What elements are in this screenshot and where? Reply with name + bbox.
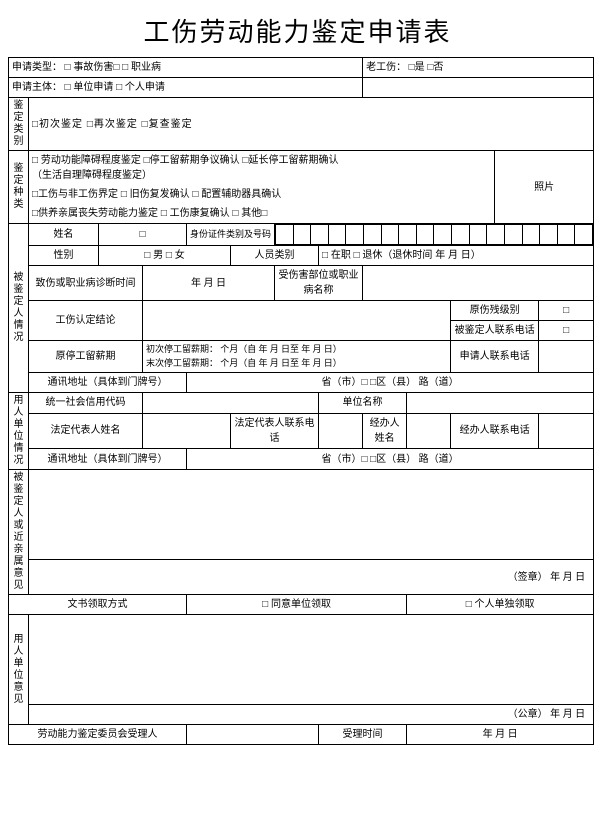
recv-time-field[interactable]: 年 月 日	[407, 725, 594, 745]
person-addr-label: 通讯地址（具体到门牌号）	[29, 373, 187, 393]
id-cell[interactable]	[575, 225, 593, 245]
rep-name-field[interactable]	[143, 413, 231, 449]
type-line3[interactable]: □供养亲属丧失劳动能力鉴定 □ 工伤康复确认 □ 其他□	[29, 204, 495, 224]
id-label: 身份证件类别及号码	[187, 224, 275, 246]
type-line2[interactable]: □工伤与非工伤界定 □ 旧伤复发确认 □ 配置辅助器具确认	[29, 185, 495, 204]
main-table: 申请类型： □ 事故伤害□ □ 职业病 老工伤： □是 □否 申请主体： □ 单…	[8, 57, 594, 745]
recv-time-label: 受理时间	[319, 725, 407, 745]
id-cell[interactable]	[276, 225, 294, 245]
receiver-field[interactable]	[187, 725, 319, 745]
leave-label: 原停工留薪期	[29, 341, 143, 373]
person-opinion-label: 被鉴定人或近亲属意见	[9, 470, 29, 595]
person-cat-options[interactable]: □ 在职 □ 退休（退休时间 年 月 日）	[319, 246, 594, 266]
employer-opinion-label: 用人单位意见	[9, 615, 29, 725]
rep-name-label: 法定代表人姓名	[29, 413, 143, 449]
conclusion-label: 工伤认定结论	[29, 301, 143, 341]
person-cat-label: 人员类别	[231, 246, 319, 266]
agent-tel-label: 经办人联系电话	[451, 413, 539, 449]
injury-dept-label: 受伤害部位或职业病名称	[275, 266, 363, 301]
person-tel-field[interactable]: □	[539, 321, 594, 341]
appraisal-category-label: 鉴定类别	[9, 98, 29, 151]
rep-tel-label: 法定代表人联系电话	[231, 413, 319, 449]
id-cell[interactable]	[522, 225, 540, 245]
appraisal-type-label: 鉴定种类	[9, 151, 29, 224]
person-opinion-field[interactable]	[29, 470, 594, 560]
diag-time-field[interactable]: 年 月 日	[143, 266, 275, 301]
diag-time-label: 致伤或职业病诊断时间	[29, 266, 143, 301]
doc-opt-unit[interactable]: □ 同意单位领取	[187, 595, 407, 615]
employer-section-label: 用人单位情况	[9, 393, 29, 470]
employer-opinion-field[interactable]	[29, 615, 594, 705]
id-cell[interactable]	[469, 225, 487, 245]
injury-dept-field[interactable]	[363, 266, 594, 301]
id-cell[interactable]	[540, 225, 558, 245]
unit-name-label: 单位名称	[319, 393, 407, 414]
doc-way-label: 文书领取方式	[9, 595, 187, 615]
orig-level-field[interactable]: □	[539, 301, 594, 321]
id-cell[interactable]	[364, 225, 382, 245]
type-line1b: （生活自理障碍程度鉴定）	[32, 168, 491, 183]
apply-type-label: 申请类型：	[12, 62, 62, 73]
sex-label: 性别	[29, 246, 99, 266]
id-cell[interactable]	[346, 225, 364, 245]
doc-opt-self[interactable]: □ 个人单独领取	[407, 595, 594, 615]
old-injury-options[interactable]: □是 □否	[409, 62, 444, 73]
person-addr-field[interactable]: 省（市）□ □区（县） 路（道）	[187, 373, 594, 393]
id-cell[interactable]	[416, 225, 434, 245]
id-cell[interactable]	[434, 225, 452, 245]
id-cell[interactable]	[504, 225, 522, 245]
employer-opinion-sig: （公章） 年 月 日	[29, 705, 594, 725]
applicant-tel-field[interactable]	[539, 341, 594, 373]
receiver-label: 劳动能力鉴定委员会受理人	[9, 725, 187, 745]
person-opinion-sig: （签章） 年 月 日	[29, 560, 594, 595]
id-cell[interactable]	[487, 225, 505, 245]
old-injury-label: 老工伤：	[366, 62, 406, 73]
type-line1[interactable]: □ 劳动功能障碍程度鉴定 □停工留薪期争议确认 □延长停工留薪期确认	[32, 153, 491, 168]
applicant-tel-label: 申请人联系电话	[451, 341, 539, 373]
apply-subj-options[interactable]: □ 单位申请 □ 个人申请	[65, 82, 165, 93]
agent-name-label: 经办人姓名	[363, 413, 407, 449]
id-cell[interactable]	[293, 225, 311, 245]
person-section-label: 被鉴定人情况	[9, 224, 29, 393]
id-field[interactable]	[275, 224, 594, 246]
credit-code-label: 统一社会信用代码	[29, 393, 143, 414]
leave-line1[interactable]: 初次停工留薪期： 个月（自 年 月 日至 年 月 日）	[146, 343, 447, 357]
agent-tel-field[interactable]	[539, 413, 594, 449]
unit-name-field[interactable]	[407, 393, 594, 414]
agent-name-field[interactable]	[407, 413, 451, 449]
leave-line2[interactable]: 末次停工留薪期： 个月（自 年 月 日至 年 月 日）	[146, 357, 447, 371]
sex-options[interactable]: □ 男 □ 女	[99, 246, 231, 266]
employer-addr-field[interactable]: 省（市）□ □区（县） 路（道）	[187, 449, 594, 470]
conclusion-field[interactable]	[143, 301, 451, 341]
person-tel-label: 被鉴定人联系电话	[451, 321, 539, 341]
id-cell[interactable]	[399, 225, 417, 245]
form-title: 工伤劳动能力鉴定申请表	[8, 12, 587, 49]
id-cell[interactable]	[328, 225, 346, 245]
employer-addr-label: 通讯地址（具体到门牌号）	[29, 449, 187, 470]
id-cell[interactable]	[311, 225, 329, 245]
id-cell[interactable]	[452, 225, 470, 245]
rep-tel-field[interactable]	[319, 413, 363, 449]
id-cell[interactable]	[557, 225, 575, 245]
name-field[interactable]: □	[99, 224, 187, 246]
apply-subj-label: 申请主体：	[12, 82, 62, 93]
appraisal-category-options[interactable]: □初次鉴定 □再次鉴定 □复查鉴定	[29, 98, 594, 151]
id-cell[interactable]	[381, 225, 399, 245]
photo-box: 照片	[495, 151, 594, 224]
orig-level-label: 原伤残级别	[451, 301, 539, 321]
name-label: 姓名	[29, 224, 99, 246]
apply-type-options[interactable]: □ 事故伤害□ □ 职业病	[65, 62, 161, 73]
credit-code-field[interactable]	[143, 393, 319, 414]
